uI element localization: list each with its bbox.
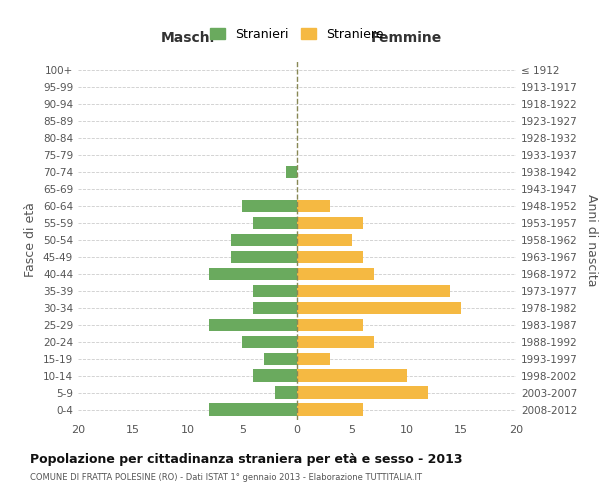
Bar [297, 352, 330, 365]
Bar [297, 370, 407, 382]
Bar [232, 250, 297, 264]
Bar [209, 404, 297, 416]
Text: Maschi: Maschi [160, 30, 215, 44]
Text: COMUNE DI FRATTA POLESINE (RO) - Dati ISTAT 1° gennaio 2013 - Elaborazione TUTTI: COMUNE DI FRATTA POLESINE (RO) - Dati IS… [30, 472, 422, 482]
Bar [297, 200, 330, 212]
Legend: Stranieri, Straniere: Stranieri, Straniere [205, 23, 389, 46]
Bar [253, 370, 297, 382]
Bar [242, 200, 297, 212]
Y-axis label: Anni di nascita: Anni di nascita [584, 194, 598, 286]
Bar [297, 216, 362, 230]
Y-axis label: Fasce di età: Fasce di età [25, 202, 37, 278]
Bar [209, 268, 297, 280]
Bar [297, 250, 362, 264]
Bar [232, 234, 297, 246]
Bar [297, 284, 450, 298]
Bar [286, 166, 297, 178]
Bar [297, 302, 461, 314]
Bar [297, 268, 374, 280]
Bar [209, 318, 297, 332]
Bar [297, 318, 362, 332]
Bar [297, 234, 352, 246]
Bar [253, 216, 297, 230]
Bar [264, 352, 297, 365]
Bar [275, 386, 297, 399]
Bar [297, 336, 374, 348]
Text: Femmine: Femmine [371, 30, 442, 44]
Bar [253, 302, 297, 314]
Bar [297, 386, 428, 399]
Bar [297, 404, 362, 416]
Bar [242, 336, 297, 348]
Bar [253, 284, 297, 298]
Text: Popolazione per cittadinanza straniera per età e sesso - 2013: Popolazione per cittadinanza straniera p… [30, 452, 463, 466]
